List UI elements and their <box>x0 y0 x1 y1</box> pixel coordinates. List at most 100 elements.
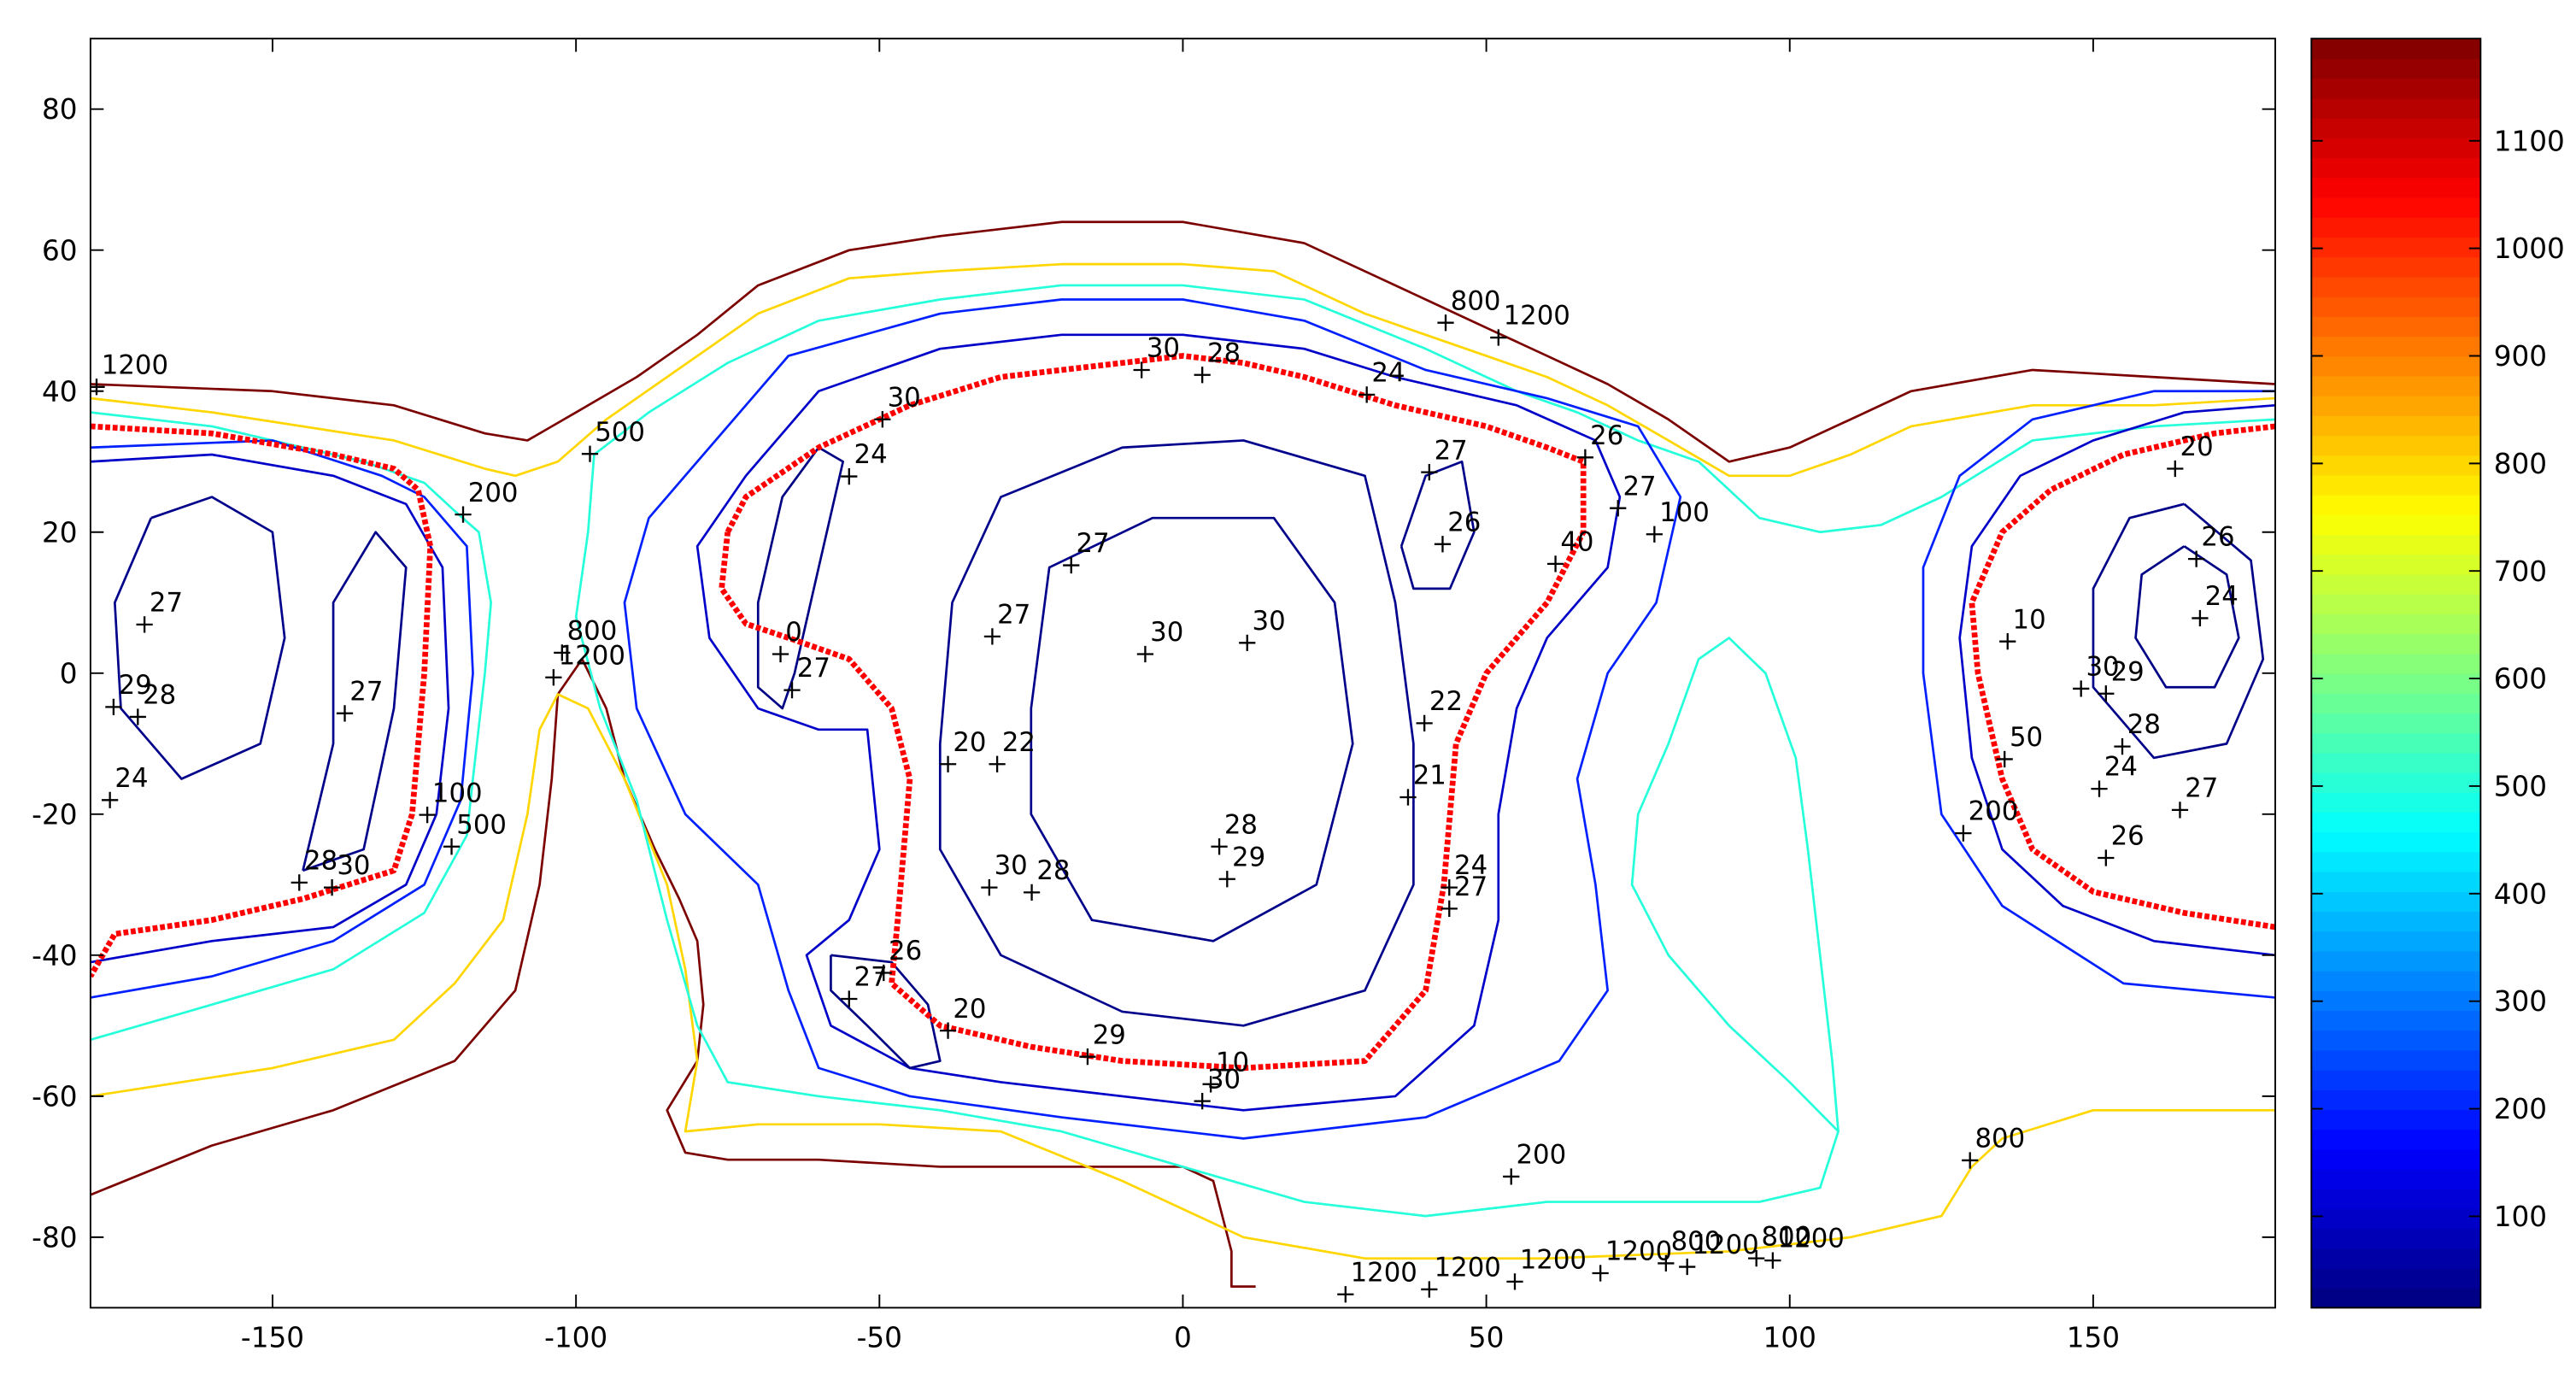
contour-label: 800 <box>1975 1124 2025 1154</box>
label-marker <box>2073 680 2090 697</box>
contour-label: 27 <box>1077 528 1110 559</box>
label-marker <box>1202 1076 1219 1093</box>
colorbar-swatch <box>2311 653 2481 674</box>
label-marker <box>1194 1093 1211 1110</box>
label-marker <box>1592 1265 1609 1282</box>
contour-label: 29 <box>1232 842 1265 872</box>
label-marker <box>1999 633 2016 650</box>
contour-label: 10 <box>1216 1047 1249 1078</box>
label-marker <box>1506 1273 1523 1290</box>
colorbar-swatch <box>2311 474 2481 496</box>
colorbar-swatch <box>2311 355 2481 377</box>
label-marker <box>772 645 789 663</box>
colorbar-swatch <box>2311 1248 2481 1269</box>
label-marker <box>136 616 153 633</box>
colorbar-swatch <box>2311 1228 2481 1249</box>
colorbar-swatch <box>2311 614 2481 635</box>
colorbar-swatch <box>2311 672 2481 694</box>
colorbar-tick-label: 500 <box>2494 770 2547 802</box>
label-marker <box>1764 1252 1781 1269</box>
x-tick-label: 50 <box>1469 1322 1505 1354</box>
contour-label: 0 <box>785 617 802 648</box>
colorbar-swatch <box>2311 990 2481 1012</box>
colorbar-swatch <box>2311 395 2481 416</box>
contour-line <box>90 453 450 964</box>
label-marker <box>1441 900 1458 917</box>
colorbar-swatch <box>2311 197 2481 218</box>
contour-label: 800 <box>567 615 618 646</box>
contour-label: 30 <box>1253 606 1286 637</box>
label-marker <box>1136 645 1154 663</box>
contour-label: 27 <box>997 600 1030 631</box>
label-marker <box>455 506 472 523</box>
label-marker <box>1437 314 1454 332</box>
colorbar-swatch <box>2311 1010 2481 1031</box>
contour-label: 1200 <box>1778 1224 1845 1254</box>
label-marker <box>290 874 308 891</box>
contour-label: 28 <box>143 680 176 711</box>
colorbar-swatch <box>2311 276 2481 297</box>
label-marker <box>1023 884 1041 901</box>
label-marker <box>1337 1286 1354 1303</box>
label-marker <box>1133 361 1150 379</box>
contour-line <box>90 262 2275 478</box>
contour-line <box>302 531 408 872</box>
contour-line <box>695 333 1622 1112</box>
contour-line <box>756 446 845 710</box>
label-marker <box>443 838 461 855</box>
colorbar-swatch <box>2311 1189 2481 1210</box>
colorbar-swatch <box>2311 78 2481 99</box>
label-marker <box>875 964 892 982</box>
contour-label: 200 <box>1969 796 2019 827</box>
colorbar-swatch <box>2311 931 2481 952</box>
label-marker <box>939 755 957 772</box>
colorbar-swatch <box>2311 514 2481 536</box>
contour-label: 20 <box>953 727 986 758</box>
contour-label: 27 <box>349 676 383 707</box>
contour-label: 24 <box>2104 752 2138 783</box>
y-tick-label: 60 <box>42 234 78 267</box>
label-marker <box>102 791 119 808</box>
colorbar-swatch <box>2311 177 2481 198</box>
label-marker <box>1658 1254 1675 1272</box>
colorbar-swatch <box>2311 573 2481 595</box>
contour-label: 30 <box>1150 617 1183 648</box>
label-marker <box>1962 1152 1979 1169</box>
contour-label: 28 <box>1036 855 1070 886</box>
contour-label: 30 <box>2086 652 2119 683</box>
colorbar-swatch <box>2311 217 2481 238</box>
contour-line <box>90 693 2275 1260</box>
contour-label: 800 <box>1671 1226 1722 1257</box>
colorbar-swatch <box>2311 772 2481 793</box>
y-tick-label: -40 <box>32 939 77 972</box>
label-marker <box>1416 714 1433 731</box>
colorbar-tick-label: 300 <box>2494 985 2547 1018</box>
contour-label: 24 <box>1454 850 1488 881</box>
contour-label: 10 <box>2013 604 2046 635</box>
label-marker <box>1441 879 1458 896</box>
colorbar-swatch <box>2311 831 2481 853</box>
contour-label: 27 <box>150 587 183 618</box>
label-marker <box>1490 329 1507 346</box>
colorbar-swatch <box>2311 1030 2481 1051</box>
contour-label: 27 <box>2185 772 2218 803</box>
contour-label: 30 <box>1147 333 1180 364</box>
contour-label: 27 <box>1623 471 1657 502</box>
contour-label: 24 <box>854 439 888 470</box>
colorbar-swatch <box>2311 435 2481 456</box>
contour-label: 27 <box>1435 435 1468 466</box>
contour-line <box>1030 516 1354 943</box>
label-marker <box>105 698 122 716</box>
contour-line <box>2134 545 2240 689</box>
contour-label: 27 <box>854 962 888 993</box>
label-marker <box>581 445 599 462</box>
label-marker <box>336 705 354 722</box>
contour-label: 21 <box>1413 760 1446 791</box>
contour-label: 500 <box>456 809 507 840</box>
label-marker <box>129 708 146 725</box>
contour-label: 20 <box>953 994 986 1025</box>
contour-label: 100 <box>1659 497 1710 528</box>
contour-label: 24 <box>2205 581 2239 612</box>
colorbar-swatch <box>2311 336 2481 357</box>
colorbar-swatch <box>2311 534 2481 555</box>
